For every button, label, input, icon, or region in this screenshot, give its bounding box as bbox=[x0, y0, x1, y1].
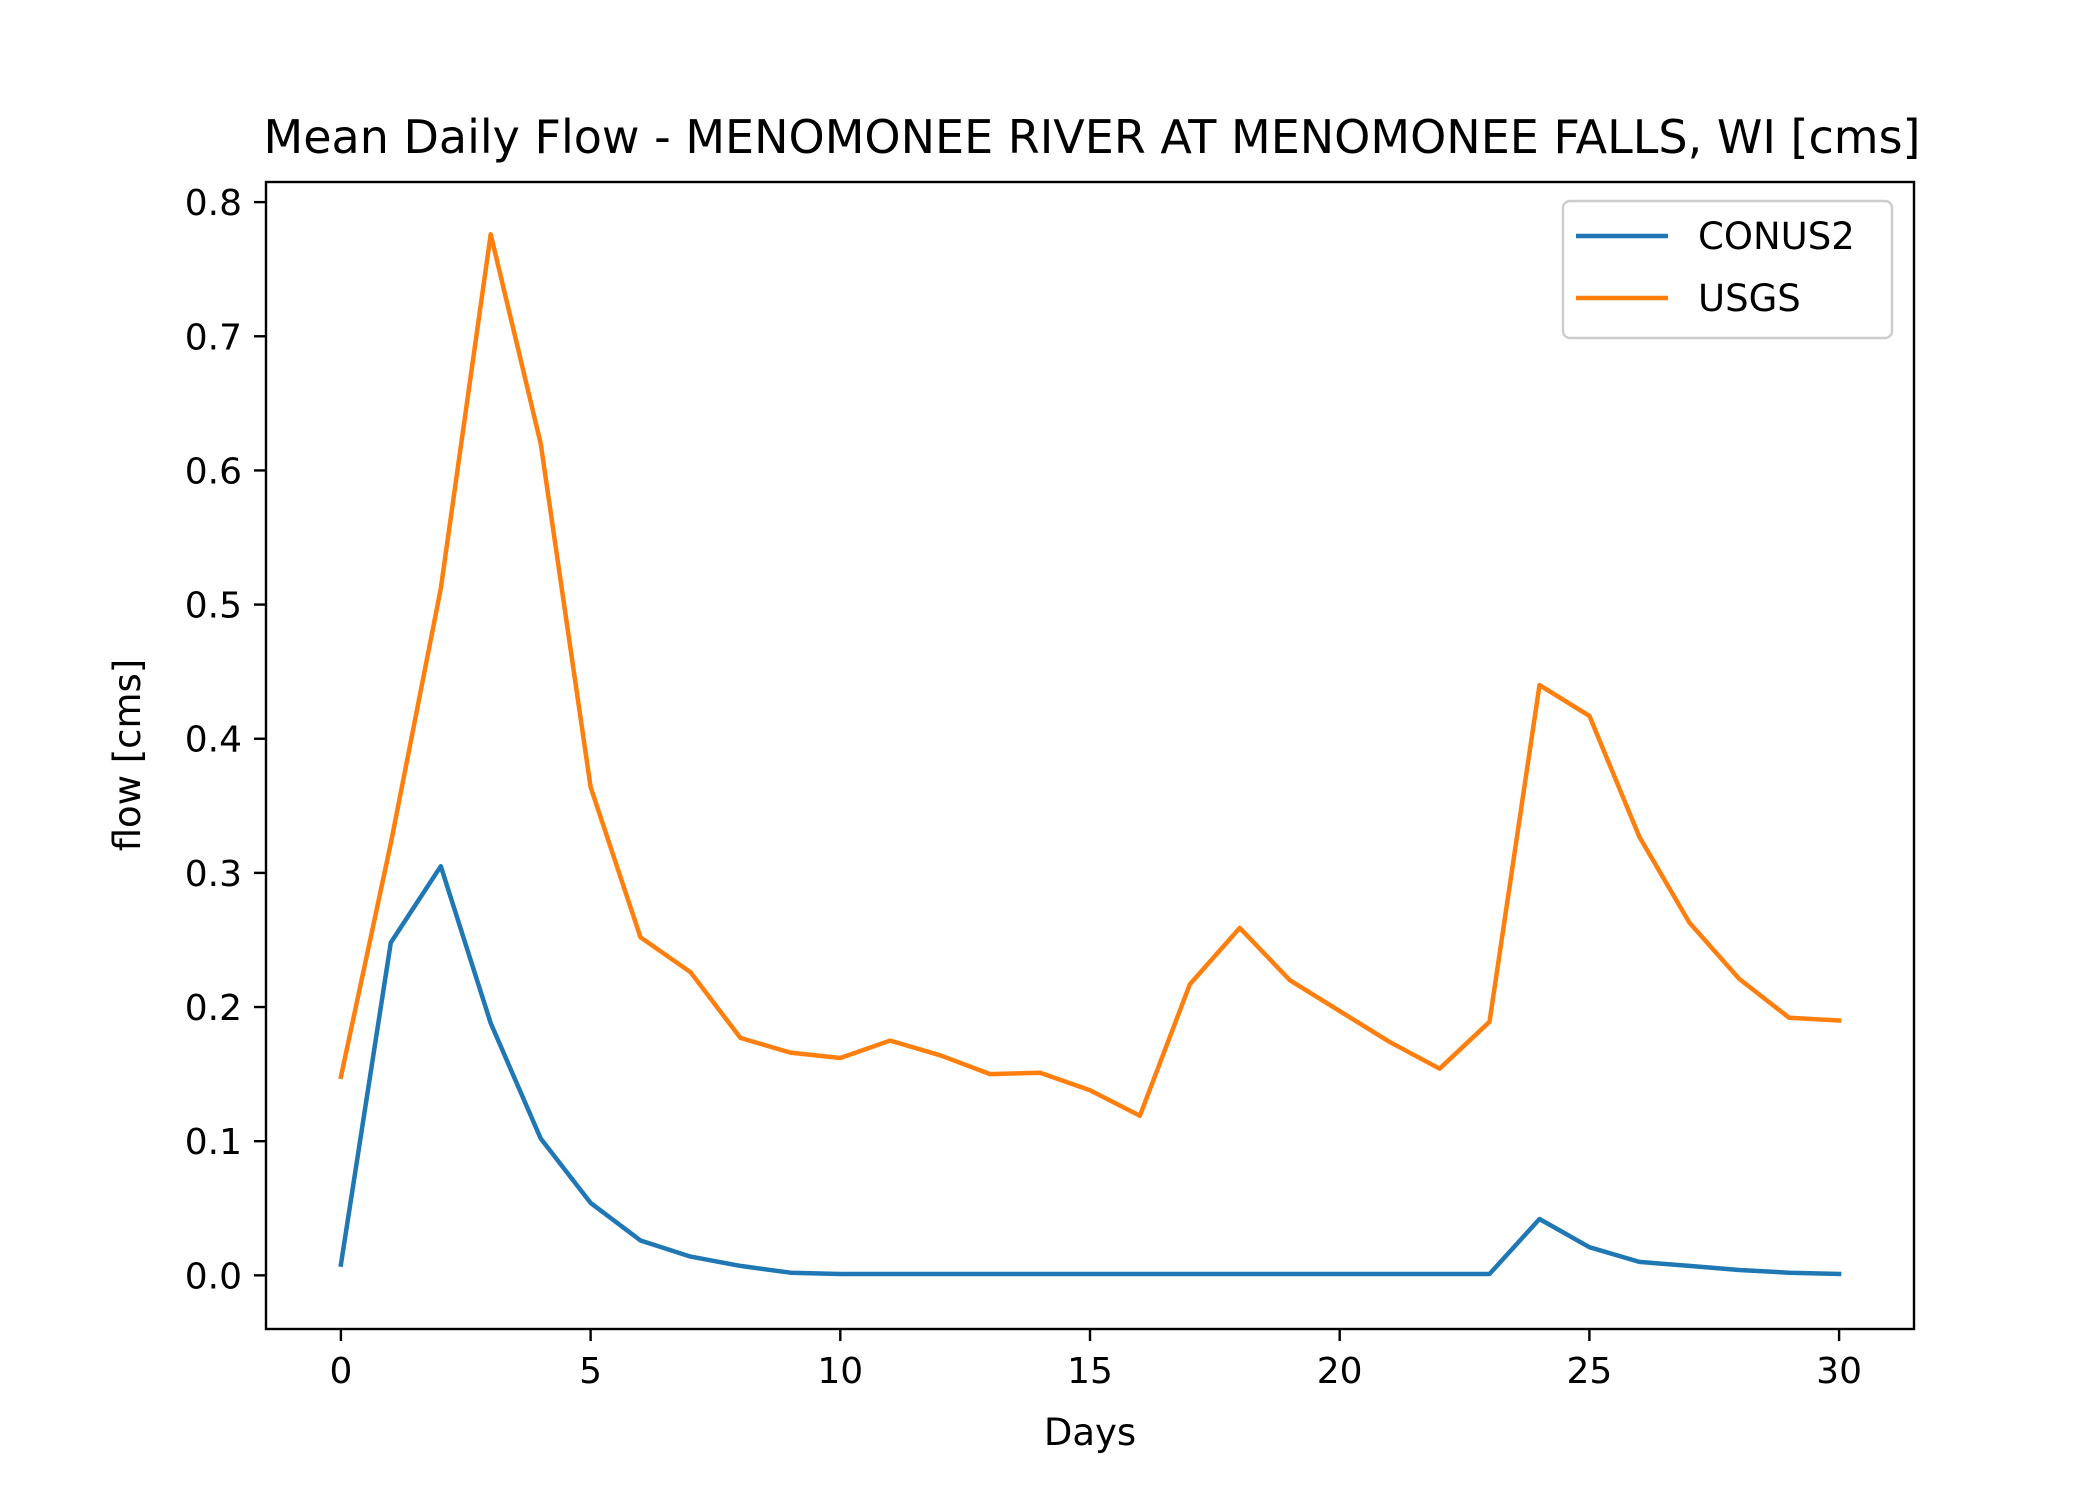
legend: CONUS2 USGS bbox=[1561, 199, 1894, 340]
x-tick-label: 0 bbox=[329, 1351, 352, 1392]
y-tick-label: 0.3 bbox=[185, 854, 242, 895]
y-axis-label: flow [cms] bbox=[106, 659, 149, 852]
x-tick-label: 15 bbox=[1067, 1351, 1113, 1392]
x-tick-label: 5 bbox=[579, 1351, 602, 1392]
y-tick-label: 0.5 bbox=[185, 586, 242, 627]
y-tick-label: 0.0 bbox=[185, 1256, 242, 1297]
x-axis: 0 5 10 15 20 25 30 bbox=[329, 1329, 1862, 1392]
legend-label-usgs: USGS bbox=[1698, 277, 1801, 320]
series-layer bbox=[338, 232, 1842, 1277]
legend-label-conus2: CONUS2 bbox=[1698, 215, 1855, 258]
x-tick-label: 25 bbox=[1566, 1351, 1612, 1392]
chart-title: Mean Daily Flow - MENOMONEE RIVER AT MEN… bbox=[264, 110, 1921, 164]
y-axis: 0.0 0.1 0.2 0.3 0.4 0.5 0.6 0.7 0.8 bbox=[185, 183, 266, 1297]
x-tick-label: 10 bbox=[817, 1351, 863, 1392]
series-line-usgs bbox=[338, 232, 1842, 1118]
y-tick-label: 0.1 bbox=[185, 1122, 242, 1163]
y-tick-label: 0.6 bbox=[185, 451, 242, 492]
y-tick-label: 0.2 bbox=[185, 988, 242, 1029]
x-axis-label: Days bbox=[1044, 1411, 1136, 1454]
x-tick-label: 20 bbox=[1317, 1351, 1363, 1392]
series-line-conus2 bbox=[338, 863, 1842, 1277]
x-tick-label: 30 bbox=[1816, 1351, 1862, 1392]
y-tick-label: 0.8 bbox=[185, 183, 242, 224]
y-tick-label: 0.4 bbox=[185, 720, 242, 761]
y-tick-label: 0.7 bbox=[185, 317, 242, 358]
